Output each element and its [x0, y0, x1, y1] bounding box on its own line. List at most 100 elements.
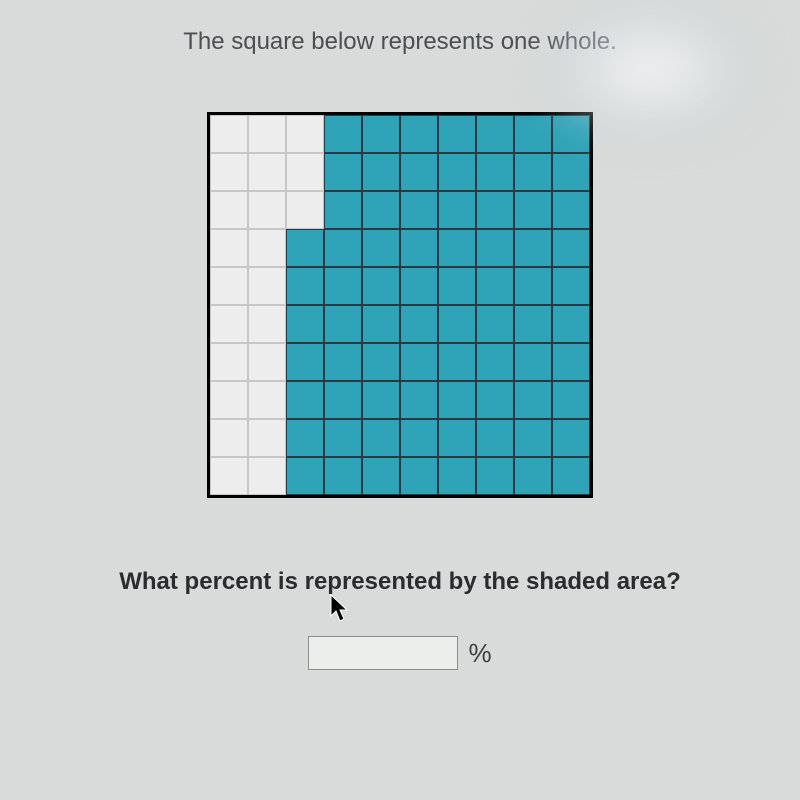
grid-cell-filled [362, 419, 400, 457]
grid-cell-filled [286, 381, 324, 419]
page-container: The square below represents one whole. W… [0, 0, 800, 800]
grid-cell-empty [248, 381, 286, 419]
grid-cell-filled [400, 229, 438, 267]
grid-cell-filled [514, 381, 552, 419]
grid-cell-empty [248, 343, 286, 381]
grid-cell-filled [362, 343, 400, 381]
grid-row [210, 229, 590, 267]
grid-cell-empty [210, 381, 248, 419]
grid-cell-filled [400, 343, 438, 381]
grid-cell-empty [248, 305, 286, 343]
grid-cell-filled [438, 229, 476, 267]
grid-cell-empty [248, 419, 286, 457]
grid-cell-filled [552, 305, 590, 343]
grid-cell-empty [210, 115, 248, 153]
grid-cell-filled [552, 419, 590, 457]
grid-cell-filled [476, 343, 514, 381]
grid-cell-filled [476, 381, 514, 419]
grid-cell-filled [362, 153, 400, 191]
grid-cell-filled [476, 457, 514, 495]
grid-cell-empty [286, 191, 324, 229]
grid-cell-filled [362, 305, 400, 343]
grid-cell-filled [514, 115, 552, 153]
grid-row [210, 419, 590, 457]
grid-cell-empty [248, 229, 286, 267]
instruction-text: The square below represents one whole. [183, 28, 617, 56]
grid-cell-filled [286, 305, 324, 343]
grid-cell-filled [324, 419, 362, 457]
grid-cell-filled [324, 229, 362, 267]
grid-cell-filled [438, 381, 476, 419]
grid-cell-empty [248, 457, 286, 495]
percent-sign: % [468, 638, 491, 669]
grid-cell-filled [400, 191, 438, 229]
grid-cell-filled [552, 153, 590, 191]
grid-cell-filled [362, 115, 400, 153]
grid-cell-filled [438, 191, 476, 229]
grid-cell-filled [324, 457, 362, 495]
grid-cell-filled [400, 115, 438, 153]
grid-cell-filled [324, 381, 362, 419]
grid-cell-filled [552, 229, 590, 267]
grid-cell-filled [324, 305, 362, 343]
grid-cell-filled [400, 419, 438, 457]
grid-cell-filled [362, 381, 400, 419]
grid-cell-filled [552, 457, 590, 495]
grid-cell-empty [248, 115, 286, 153]
hundred-grid-border [207, 112, 593, 498]
grid-cell-filled [514, 191, 552, 229]
grid-cell-filled [552, 267, 590, 305]
grid-cell-filled [438, 343, 476, 381]
grid-cell-empty [248, 153, 286, 191]
grid-cell-filled [438, 115, 476, 153]
grid-row [210, 381, 590, 419]
grid-cell-filled [324, 267, 362, 305]
grid-cell-empty [286, 115, 324, 153]
grid-cell-filled [286, 343, 324, 381]
grid-cell-filled [286, 457, 324, 495]
grid-cell-filled [476, 115, 514, 153]
grid-cell-filled [514, 305, 552, 343]
grid-row [210, 343, 590, 381]
question-text: What percent is represented by the shade… [119, 568, 681, 596]
grid-cell-filled [286, 229, 324, 267]
grid-cell-empty [248, 267, 286, 305]
grid-cell-filled [476, 153, 514, 191]
grid-cell-filled [552, 191, 590, 229]
grid-row [210, 191, 590, 229]
grid-cell-empty [210, 229, 248, 267]
grid-cell-filled [476, 419, 514, 457]
grid-row [210, 267, 590, 305]
grid-cell-filled [400, 153, 438, 191]
grid-cell-filled [362, 457, 400, 495]
grid-cell-empty [210, 153, 248, 191]
grid-cell-filled [362, 229, 400, 267]
grid-cell-filled [514, 153, 552, 191]
grid-row [210, 457, 590, 495]
grid-cell-filled [552, 115, 590, 153]
grid-cell-filled [514, 229, 552, 267]
hundred-grid [210, 115, 590, 495]
grid-cell-filled [400, 457, 438, 495]
grid-cell-empty [210, 267, 248, 305]
grid-cell-filled [286, 267, 324, 305]
answer-input[interactable] [308, 636, 458, 670]
grid-cell-filled [552, 343, 590, 381]
grid-cell-empty [248, 191, 286, 229]
grid-cell-filled [362, 191, 400, 229]
grid-row [210, 153, 590, 191]
grid-cell-filled [438, 153, 476, 191]
grid-cell-filled [324, 153, 362, 191]
grid-cell-filled [476, 229, 514, 267]
grid-cell-filled [400, 305, 438, 343]
grid-cell-filled [476, 267, 514, 305]
grid-row [210, 115, 590, 153]
grid-cell-filled [438, 457, 476, 495]
grid-cell-empty [210, 343, 248, 381]
grid-row [210, 305, 590, 343]
answer-row: % [308, 636, 491, 670]
grid-cell-empty [210, 305, 248, 343]
grid-cell-filled [438, 419, 476, 457]
grid-cell-filled [324, 191, 362, 229]
grid-cell-empty [210, 191, 248, 229]
